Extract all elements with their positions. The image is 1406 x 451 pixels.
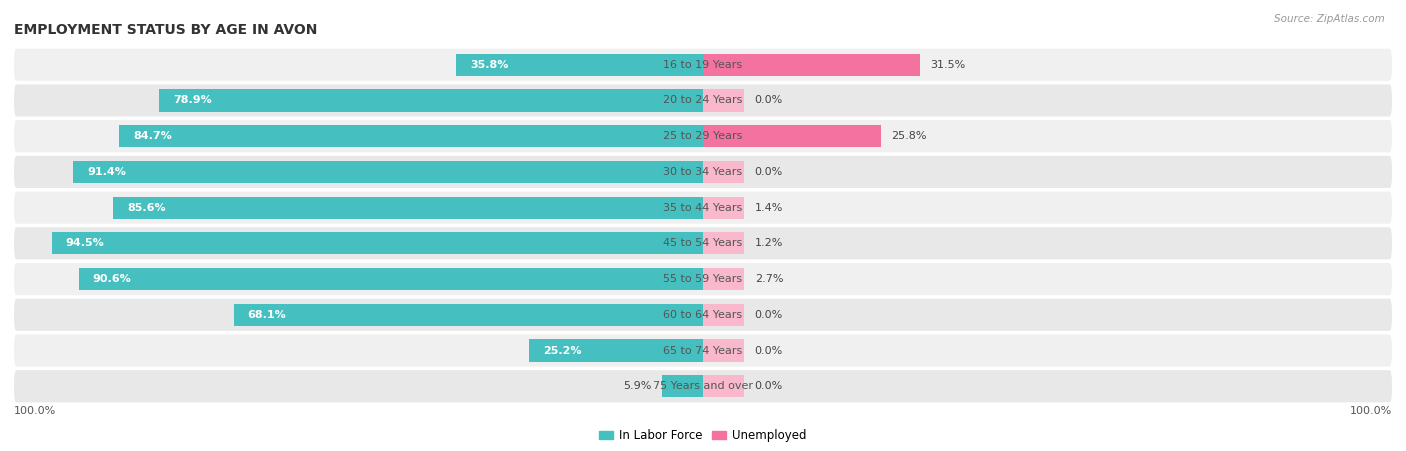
Bar <box>703 197 744 219</box>
Text: 75 Years and over: 75 Years and over <box>652 381 754 391</box>
Text: 35.8%: 35.8% <box>470 60 509 70</box>
Text: 1.4%: 1.4% <box>755 202 783 212</box>
Text: 25 to 29 Years: 25 to 29 Years <box>664 131 742 141</box>
Bar <box>703 232 744 254</box>
Text: 31.5%: 31.5% <box>931 60 966 70</box>
Text: 1.2%: 1.2% <box>755 239 783 249</box>
Bar <box>703 375 744 397</box>
Text: 5.9%: 5.9% <box>624 381 652 391</box>
FancyBboxPatch shape <box>14 299 1392 331</box>
Bar <box>73 161 703 183</box>
FancyBboxPatch shape <box>14 156 1392 188</box>
Bar <box>703 125 880 147</box>
Bar <box>159 89 703 111</box>
Text: Source: ZipAtlas.com: Source: ZipAtlas.com <box>1274 14 1385 23</box>
Text: 25.8%: 25.8% <box>891 131 927 141</box>
Text: 35 to 44 Years: 35 to 44 Years <box>664 202 742 212</box>
FancyBboxPatch shape <box>14 84 1392 116</box>
FancyBboxPatch shape <box>14 192 1392 224</box>
Bar <box>703 54 920 76</box>
Bar <box>703 161 744 183</box>
Text: 0.0%: 0.0% <box>755 345 783 355</box>
Bar <box>530 340 703 362</box>
Text: 25.2%: 25.2% <box>543 345 582 355</box>
Text: 0.0%: 0.0% <box>755 96 783 106</box>
Bar <box>120 125 703 147</box>
Bar <box>703 268 744 290</box>
Bar <box>703 340 744 362</box>
Text: 45 to 54 Years: 45 to 54 Years <box>664 239 742 249</box>
Text: 78.9%: 78.9% <box>173 96 212 106</box>
Text: 91.4%: 91.4% <box>87 167 127 177</box>
FancyBboxPatch shape <box>14 335 1392 367</box>
Bar <box>703 304 744 326</box>
Bar <box>233 304 703 326</box>
Bar <box>457 54 703 76</box>
Bar <box>79 268 703 290</box>
FancyBboxPatch shape <box>14 227 1392 259</box>
Bar <box>703 89 744 111</box>
Text: 30 to 34 Years: 30 to 34 Years <box>664 167 742 177</box>
Text: 2.7%: 2.7% <box>755 274 783 284</box>
Bar <box>52 232 703 254</box>
Text: EMPLOYMENT STATUS BY AGE IN AVON: EMPLOYMENT STATUS BY AGE IN AVON <box>14 23 318 37</box>
Bar <box>662 375 703 397</box>
FancyBboxPatch shape <box>14 263 1392 295</box>
Text: 20 to 24 Years: 20 to 24 Years <box>664 96 742 106</box>
Text: 100.0%: 100.0% <box>14 406 56 416</box>
Text: 90.6%: 90.6% <box>93 274 131 284</box>
Legend: In Labor Force, Unemployed: In Labor Force, Unemployed <box>595 424 811 447</box>
Text: 85.6%: 85.6% <box>127 202 166 212</box>
Text: 94.5%: 94.5% <box>66 239 104 249</box>
Text: 84.7%: 84.7% <box>134 131 172 141</box>
Text: 68.1%: 68.1% <box>247 310 287 320</box>
Text: 0.0%: 0.0% <box>755 310 783 320</box>
Text: 65 to 74 Years: 65 to 74 Years <box>664 345 742 355</box>
Text: 0.0%: 0.0% <box>755 167 783 177</box>
FancyBboxPatch shape <box>14 370 1392 402</box>
Text: 60 to 64 Years: 60 to 64 Years <box>664 310 742 320</box>
FancyBboxPatch shape <box>14 120 1392 152</box>
Text: 16 to 19 Years: 16 to 19 Years <box>664 60 742 70</box>
Text: 100.0%: 100.0% <box>1350 406 1392 416</box>
Bar <box>114 197 703 219</box>
FancyBboxPatch shape <box>14 49 1392 81</box>
Text: 55 to 59 Years: 55 to 59 Years <box>664 274 742 284</box>
Text: 0.0%: 0.0% <box>755 381 783 391</box>
